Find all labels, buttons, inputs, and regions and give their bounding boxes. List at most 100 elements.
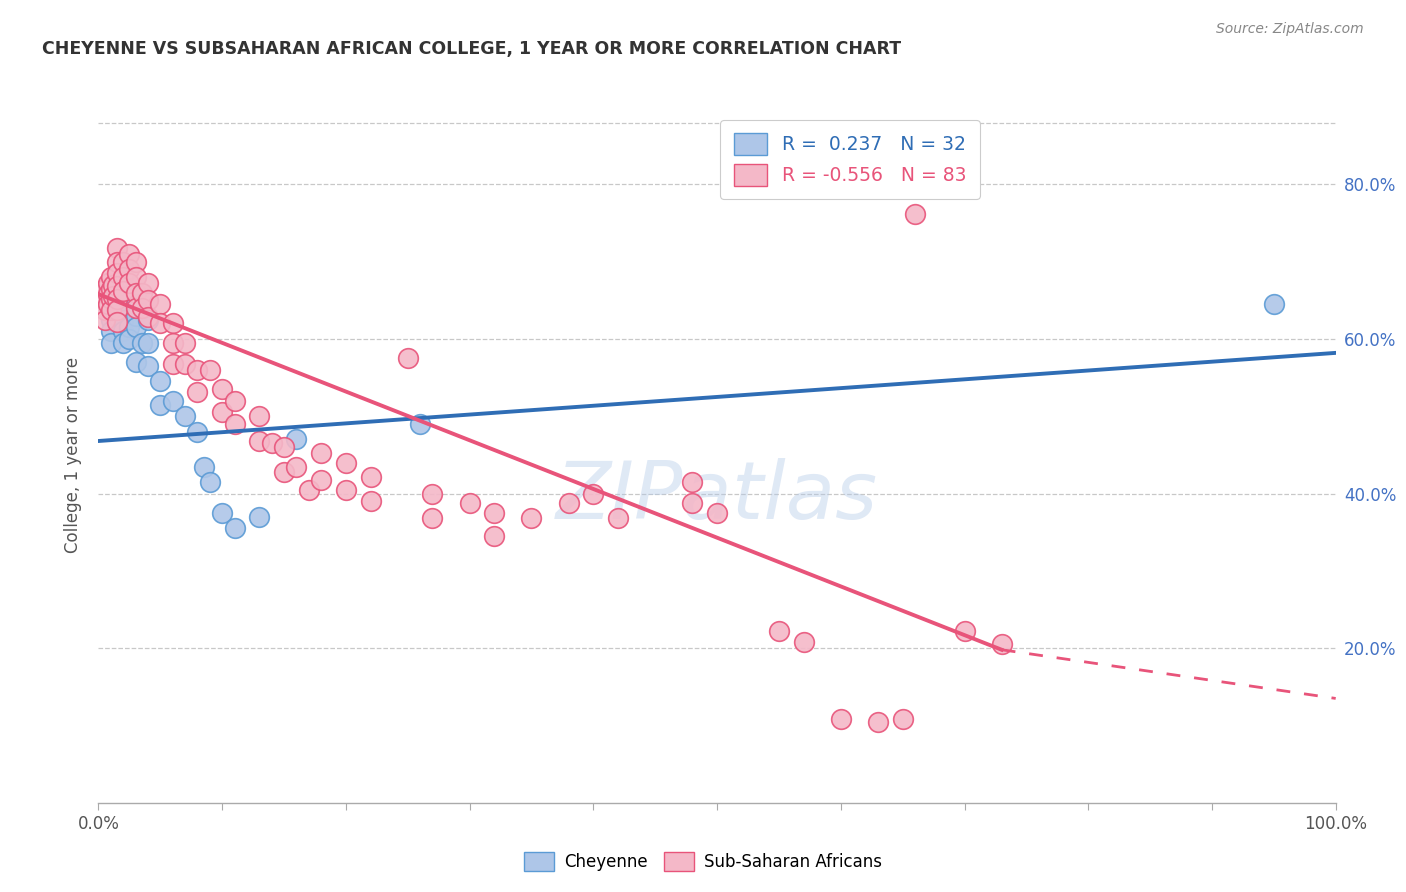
Point (681, 475, 703, 489)
Text: CHEYENNE VS SUBSAHARAN AFRICAN COLLEGE, 1 YEAR OR MORE CORRELATION CHART: CHEYENNE VS SUBSAHARAN AFRICAN COLLEGE, … (42, 40, 901, 58)
Point (211, 382, 233, 396)
Point (484, 529, 506, 543)
Point (224, 393, 246, 408)
Point (211, 405, 233, 419)
Point (422, 486, 444, 500)
Point (136, 293, 159, 308)
Point (124, 270, 146, 285)
Point (793, 635, 815, 649)
Text: Source: ZipAtlas.com: Source: ZipAtlas.com (1216, 22, 1364, 37)
Point (149, 375, 172, 389)
Legend: R =  0.237   N = 32, R = -0.556   N = 83: R = 0.237 N = 32, R = -0.556 N = 83 (720, 120, 980, 199)
Point (124, 301, 146, 315)
Text: ZIPatlas: ZIPatlas (555, 458, 879, 536)
Point (681, 496, 703, 510)
Point (103, 277, 125, 292)
Point (124, 320, 146, 334)
Point (198, 475, 221, 489)
Point (162, 357, 184, 371)
Point (830, 712, 852, 726)
Point (953, 624, 976, 639)
Point (100, 302, 122, 317)
Point (103, 289, 125, 303)
Point (100, 292, 122, 306)
Point (131, 301, 153, 315)
Point (136, 359, 159, 373)
Point (162, 393, 184, 408)
Point (224, 521, 246, 535)
Point (247, 409, 270, 424)
Point (136, 335, 159, 350)
Point (607, 511, 630, 525)
Point (136, 277, 159, 291)
Point (186, 363, 208, 377)
Point (224, 417, 246, 431)
Point (309, 473, 332, 487)
Point (112, 335, 135, 350)
Point (247, 434, 270, 448)
Point (105, 254, 128, 268)
Point (100, 270, 122, 285)
Point (136, 312, 159, 326)
Point (118, 247, 141, 261)
Point (285, 459, 308, 474)
Point (105, 266, 128, 280)
Point (990, 637, 1012, 651)
Point (112, 270, 135, 285)
Point (273, 465, 295, 479)
Point (124, 285, 146, 300)
Point (112, 324, 135, 338)
Point (112, 289, 135, 303)
Point (97, 297, 120, 311)
Point (891, 712, 914, 726)
Point (186, 425, 208, 439)
Point (149, 317, 172, 331)
Point (105, 309, 128, 323)
Point (422, 511, 444, 525)
Point (582, 486, 605, 500)
Point (162, 335, 184, 350)
Point (105, 302, 128, 317)
Point (97, 287, 120, 301)
Point (557, 496, 579, 510)
Point (484, 506, 506, 520)
Point (105, 241, 128, 255)
Point (285, 433, 308, 447)
Point (174, 409, 197, 424)
Point (93, 302, 115, 317)
Point (149, 297, 172, 311)
Point (409, 417, 432, 431)
Point (131, 335, 153, 350)
Point (174, 357, 197, 371)
Point (198, 363, 221, 377)
Point (124, 355, 146, 369)
Point (112, 284, 135, 298)
Y-axis label: College, 1 year or more: College, 1 year or more (65, 357, 83, 553)
Point (105, 315, 128, 329)
Point (124, 297, 146, 311)
Point (93, 282, 115, 296)
Point (247, 509, 270, 524)
Point (298, 483, 321, 497)
Point (118, 332, 141, 346)
Point (866, 714, 889, 729)
Point (186, 384, 208, 399)
Point (193, 459, 215, 474)
Point (118, 320, 141, 334)
Point (105, 279, 128, 293)
Point (131, 285, 153, 300)
Point (396, 351, 419, 366)
Point (458, 496, 481, 510)
Point (149, 398, 172, 412)
Point (360, 494, 382, 508)
Point (97, 277, 120, 291)
Point (100, 335, 122, 350)
Point (174, 335, 197, 350)
Point (260, 436, 283, 450)
Point (309, 446, 332, 460)
Point (118, 277, 141, 291)
Point (706, 506, 728, 520)
Point (273, 440, 295, 454)
Point (105, 292, 128, 306)
Point (124, 309, 146, 323)
